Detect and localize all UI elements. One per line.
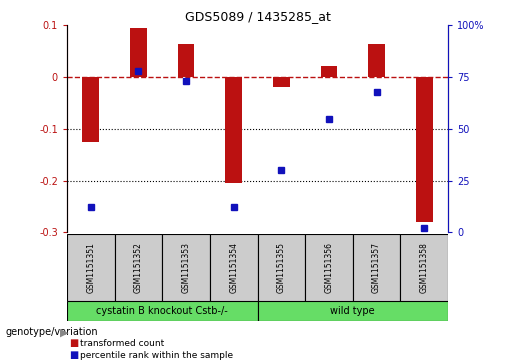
Text: GSM1151357: GSM1151357 (372, 242, 381, 293)
Text: wild type: wild type (331, 306, 375, 316)
Text: transformed count: transformed count (80, 339, 164, 347)
Bar (401, 234, 448, 301)
Bar (258, 234, 305, 301)
Bar (178, 44, 194, 77)
Title: GDS5089 / 1435285_at: GDS5089 / 1435285_at (184, 10, 331, 23)
Bar (321, 66, 337, 77)
Text: GSM1151356: GSM1151356 (324, 242, 333, 293)
Text: cystatin B knockout Cstb-/-: cystatin B knockout Cstb-/- (96, 306, 228, 316)
Bar (82, 77, 99, 142)
Text: percentile rank within the sample: percentile rank within the sample (80, 351, 233, 359)
Bar (67, 301, 258, 321)
Bar (210, 234, 258, 301)
Bar (162, 234, 210, 301)
Bar (273, 77, 289, 87)
Bar (258, 301, 448, 321)
Text: GSM1151355: GSM1151355 (277, 242, 286, 293)
Bar (226, 77, 242, 183)
Text: GSM1151353: GSM1151353 (182, 242, 191, 293)
Bar (305, 234, 353, 301)
Text: GSM1151358: GSM1151358 (420, 242, 428, 293)
Bar (353, 234, 401, 301)
Text: GSM1151354: GSM1151354 (229, 242, 238, 293)
Bar (416, 77, 433, 222)
Text: ■: ■ (70, 338, 79, 348)
Bar (130, 28, 147, 77)
Bar (368, 44, 385, 77)
Text: GSM1151351: GSM1151351 (87, 242, 95, 293)
Bar (67, 234, 115, 301)
Text: genotype/variation: genotype/variation (5, 327, 98, 337)
Text: ▶: ▶ (60, 327, 68, 337)
Bar (114, 234, 162, 301)
Text: GSM1151352: GSM1151352 (134, 242, 143, 293)
Text: ■: ■ (70, 350, 79, 360)
